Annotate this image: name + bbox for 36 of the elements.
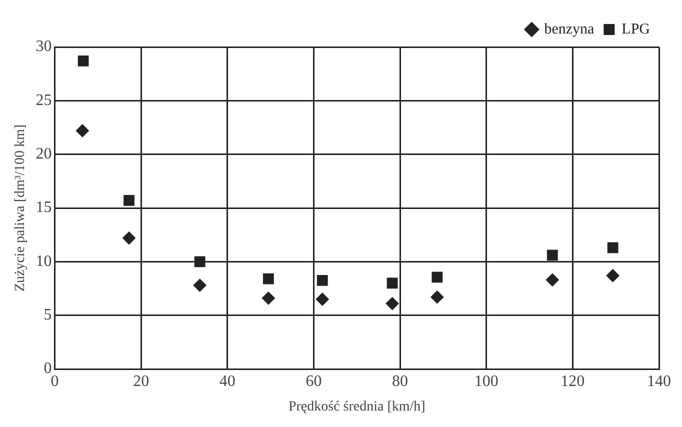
x-tick-label: 60 <box>306 372 322 390</box>
y-tick-label: 25 <box>36 92 52 109</box>
point <box>430 290 444 304</box>
point <box>193 278 206 292</box>
point <box>262 273 274 284</box>
x-tick-label: 20 <box>133 372 150 390</box>
legend-label: LPG <box>622 21 650 38</box>
point <box>262 292 275 305</box>
y-tick-label: 20 <box>36 146 52 163</box>
point <box>606 269 620 282</box>
point <box>546 273 559 286</box>
x-axis-title: Prędkość średnia [km/h] <box>288 399 426 414</box>
y-tick-label: 5 <box>44 306 52 324</box>
x-tick-label: 80 <box>392 372 408 390</box>
y-tick-label: 0 <box>44 360 52 378</box>
x-tick-label: 100 <box>474 372 498 390</box>
x-tick-label: 120 <box>560 372 585 390</box>
point <box>316 275 328 286</box>
point <box>386 297 399 310</box>
point <box>607 242 618 254</box>
y-tick-label: 30 <box>36 38 52 56</box>
legend-label: benzyna <box>544 21 595 38</box>
y-tick-label: 10 <box>36 252 52 270</box>
point <box>386 278 398 289</box>
point <box>124 195 134 206</box>
point <box>78 56 89 66</box>
point <box>76 124 89 138</box>
point <box>432 272 443 283</box>
point <box>194 256 206 268</box>
x-tick-label: 140 <box>647 372 671 390</box>
y-tick-label: 15 <box>36 199 52 216</box>
y-axis-title: Zużycie paliwa [dm³/100 km] <box>13 124 28 292</box>
x-tick-label: 40 <box>219 372 236 390</box>
point <box>316 292 329 306</box>
point <box>546 250 558 261</box>
point <box>122 232 136 245</box>
